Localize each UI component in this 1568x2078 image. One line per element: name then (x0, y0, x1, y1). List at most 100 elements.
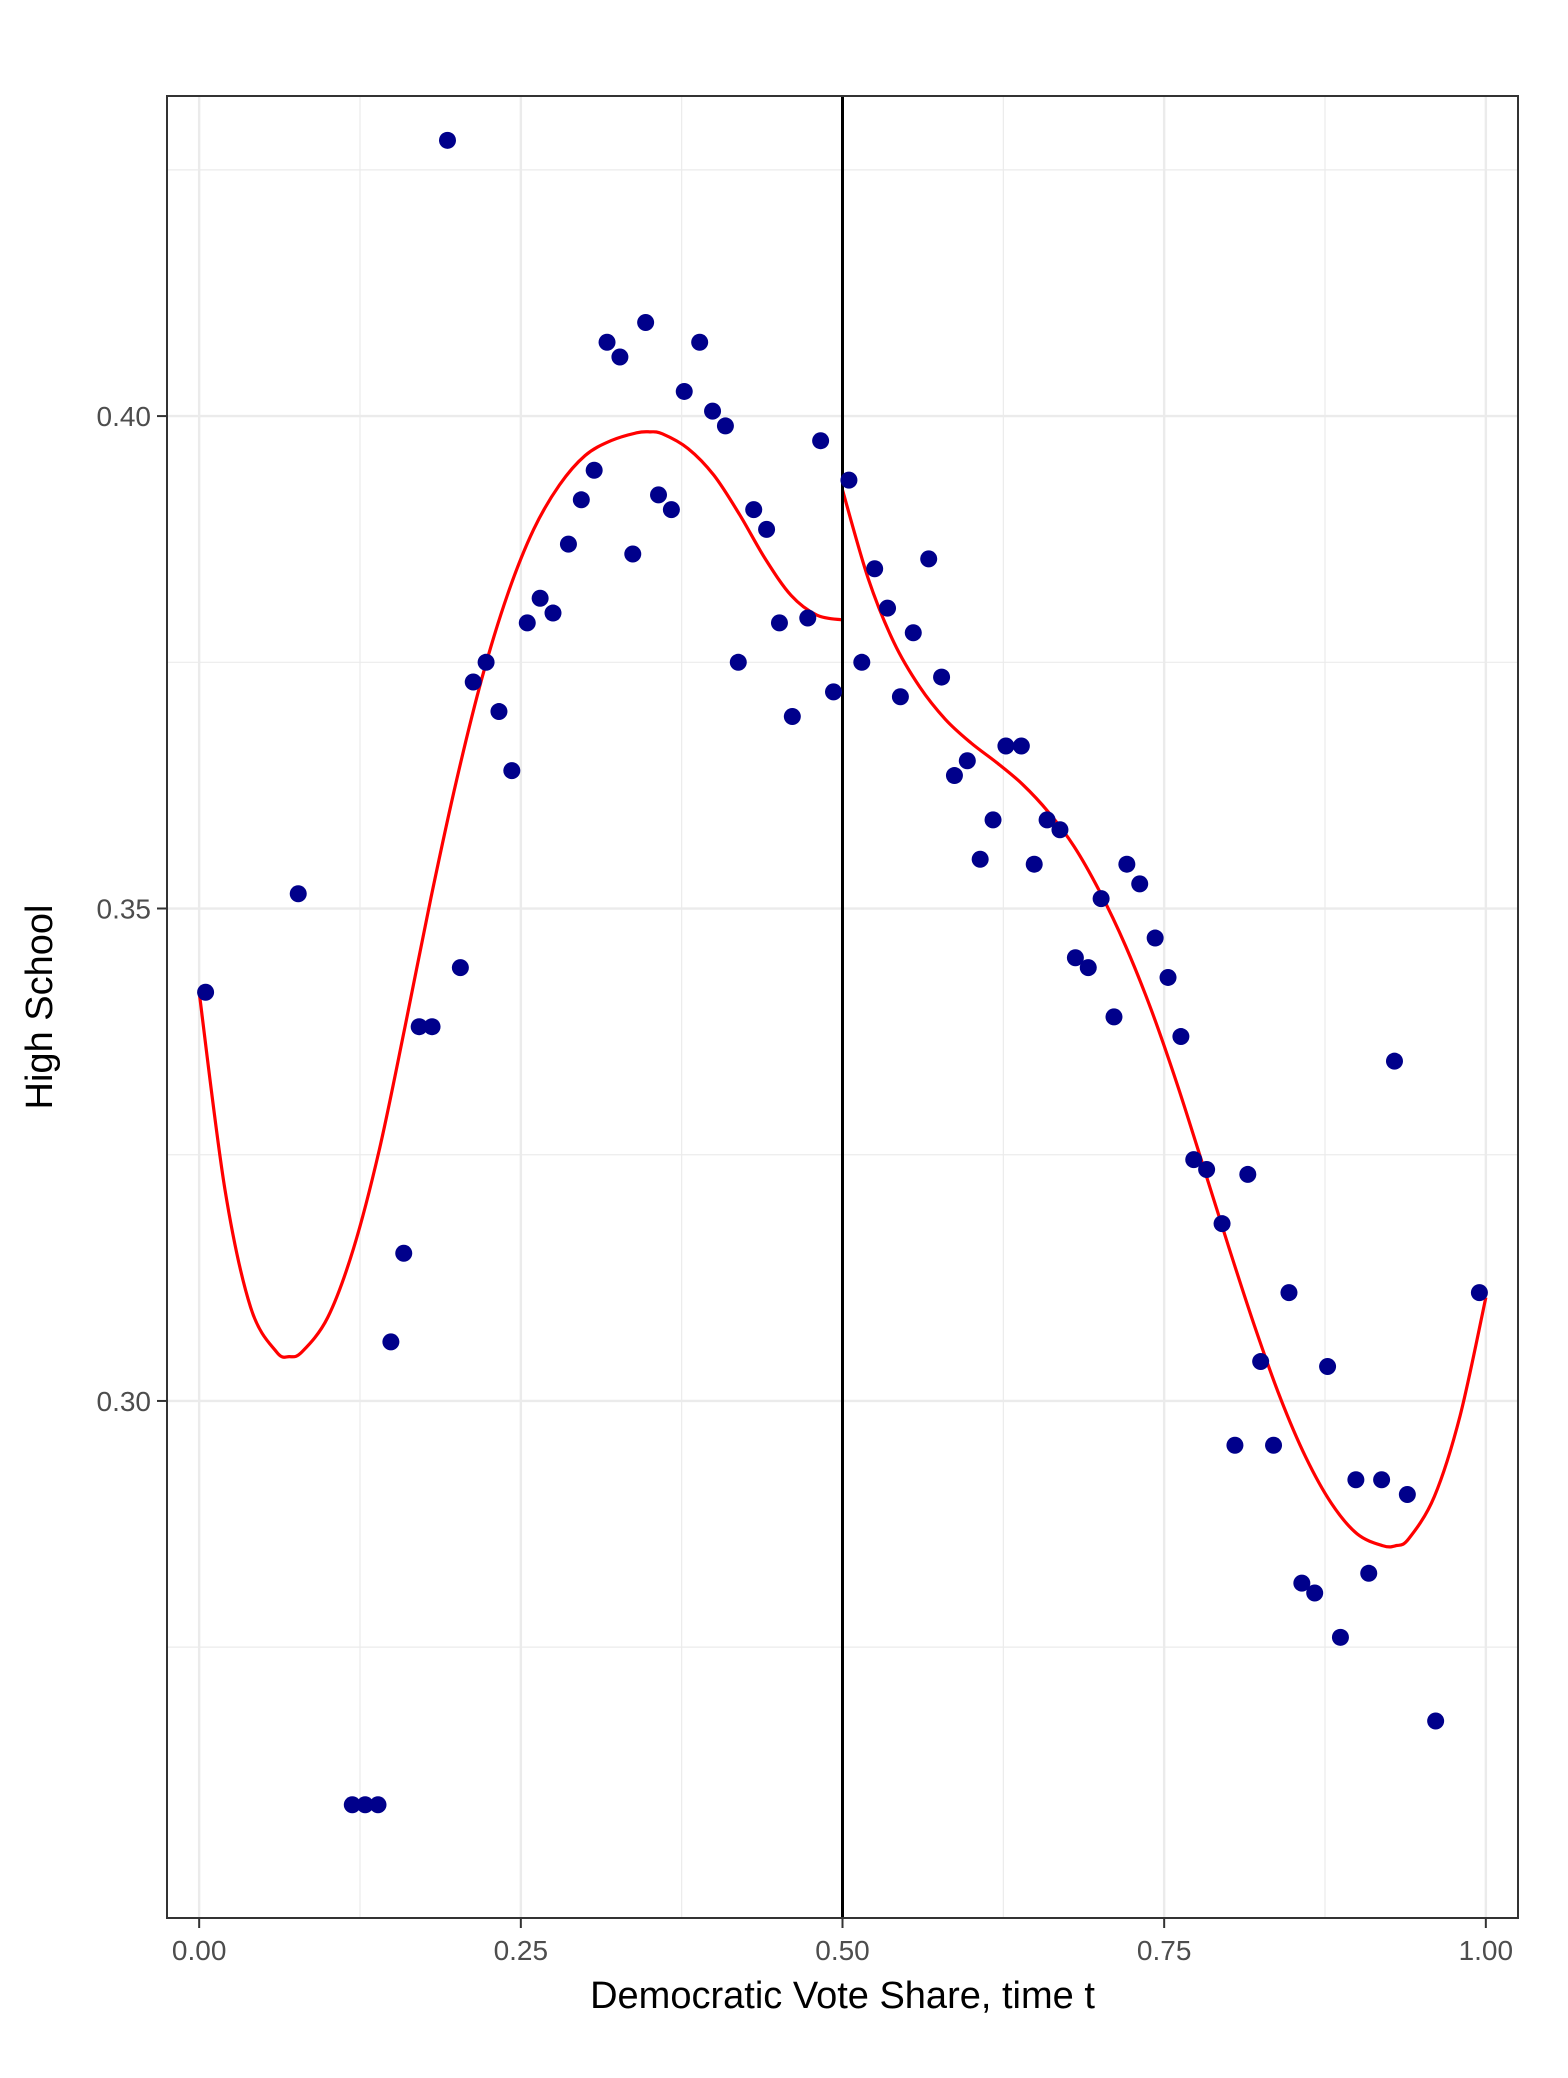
data-point (716, 417, 734, 435)
data-point (503, 762, 521, 780)
data-point (490, 703, 508, 721)
data-point (197, 983, 215, 1001)
data-point (1185, 1151, 1203, 1169)
data-point (477, 653, 495, 671)
data-point (611, 348, 629, 366)
data-point (464, 673, 482, 691)
x-tick-label: 0.75 (1137, 1935, 1192, 1966)
y-tick-label: 0.35 (97, 894, 152, 925)
data-point (1239, 1165, 1257, 1183)
x-tick-label: 0.50 (815, 1935, 870, 1966)
data-point (704, 402, 722, 420)
data-point (745, 501, 763, 519)
data-point (853, 653, 871, 671)
data-point (958, 752, 976, 770)
data-point (369, 1796, 387, 1814)
data-point (1079, 959, 1097, 977)
data-point (1131, 875, 1149, 893)
data-point (1427, 1712, 1445, 1730)
data-point (1226, 1436, 1244, 1454)
data-point (1398, 1486, 1416, 1504)
data-point (891, 688, 909, 706)
x-tick-label: 0.00 (172, 1935, 227, 1966)
data-point (866, 560, 884, 578)
data-point (1051, 821, 1069, 839)
data-point (1265, 1436, 1283, 1454)
data-point (1252, 1353, 1270, 1371)
data-point (395, 1244, 413, 1262)
data-point (531, 589, 549, 607)
data-point (650, 486, 668, 504)
data-point (691, 333, 709, 351)
data-point (1105, 1008, 1123, 1026)
data-point (1319, 1357, 1337, 1375)
data-point (984, 811, 1002, 829)
data-point (1066, 949, 1084, 967)
data-point (1038, 811, 1056, 829)
data-point (356, 1796, 374, 1814)
data-point (438, 131, 456, 149)
data-point (824, 683, 842, 701)
y-tick-label: 0.40 (97, 401, 152, 432)
data-point (662, 501, 680, 519)
data-point (840, 471, 858, 489)
data-point (1373, 1471, 1391, 1489)
data-point (1012, 737, 1030, 755)
x-axis-ticks: 0.00 0.25 0.50 0.75 1.00 (172, 1918, 1513, 1966)
data-point (933, 668, 951, 686)
data-point (1092, 890, 1110, 908)
x-axis-title: Democratic Vote Share, time t (590, 1975, 1095, 2017)
y-axis-ticks: 0.30 0.35 0.40 (97, 401, 167, 1417)
y-tick-label: 0.30 (97, 1386, 152, 1417)
data-point (289, 885, 307, 903)
data-point (423, 1018, 441, 1036)
data-point (783, 707, 801, 725)
data-point (1331, 1628, 1349, 1646)
data-point (675, 382, 693, 400)
data-point (1385, 1052, 1403, 1070)
data-point (544, 604, 562, 622)
data-point (770, 614, 788, 632)
data-point (945, 767, 963, 785)
data-point (585, 461, 603, 479)
data-point (1213, 1215, 1231, 1233)
data-point (1172, 1028, 1190, 1046)
x-tick-label: 1.00 (1459, 1935, 1514, 1966)
data-point (971, 850, 989, 868)
data-point (799, 609, 817, 627)
data-points (197, 131, 1488, 1814)
data-point (559, 535, 577, 553)
data-point (758, 520, 776, 538)
data-point (1159, 968, 1177, 986)
data-point (1293, 1574, 1311, 1592)
data-point (1470, 1284, 1488, 1302)
data-point (920, 550, 938, 568)
data-point (729, 653, 747, 671)
fit-curve-right (840, 489, 1488, 1549)
data-point (518, 614, 536, 632)
data-point (812, 432, 830, 450)
data-point (1360, 1564, 1378, 1582)
data-point (624, 545, 642, 563)
data-point (1280, 1284, 1298, 1302)
data-point (879, 599, 897, 617)
y-axis-title: High School (19, 905, 61, 1110)
data-point (343, 1796, 361, 1814)
data-point (637, 314, 655, 332)
data-point (1347, 1471, 1365, 1489)
data-point (1118, 855, 1136, 873)
data-point (410, 1018, 428, 1036)
x-tick-label: 0.25 (494, 1935, 549, 1966)
data-point (598, 333, 616, 351)
data-point (1025, 855, 1043, 873)
data-point (572, 491, 590, 509)
data-point (904, 624, 922, 642)
data-point (1146, 929, 1164, 947)
data-point (997, 737, 1015, 755)
data-point (382, 1333, 400, 1351)
data-point (1306, 1584, 1324, 1602)
data-point (451, 959, 469, 977)
data-point (1198, 1161, 1216, 1179)
